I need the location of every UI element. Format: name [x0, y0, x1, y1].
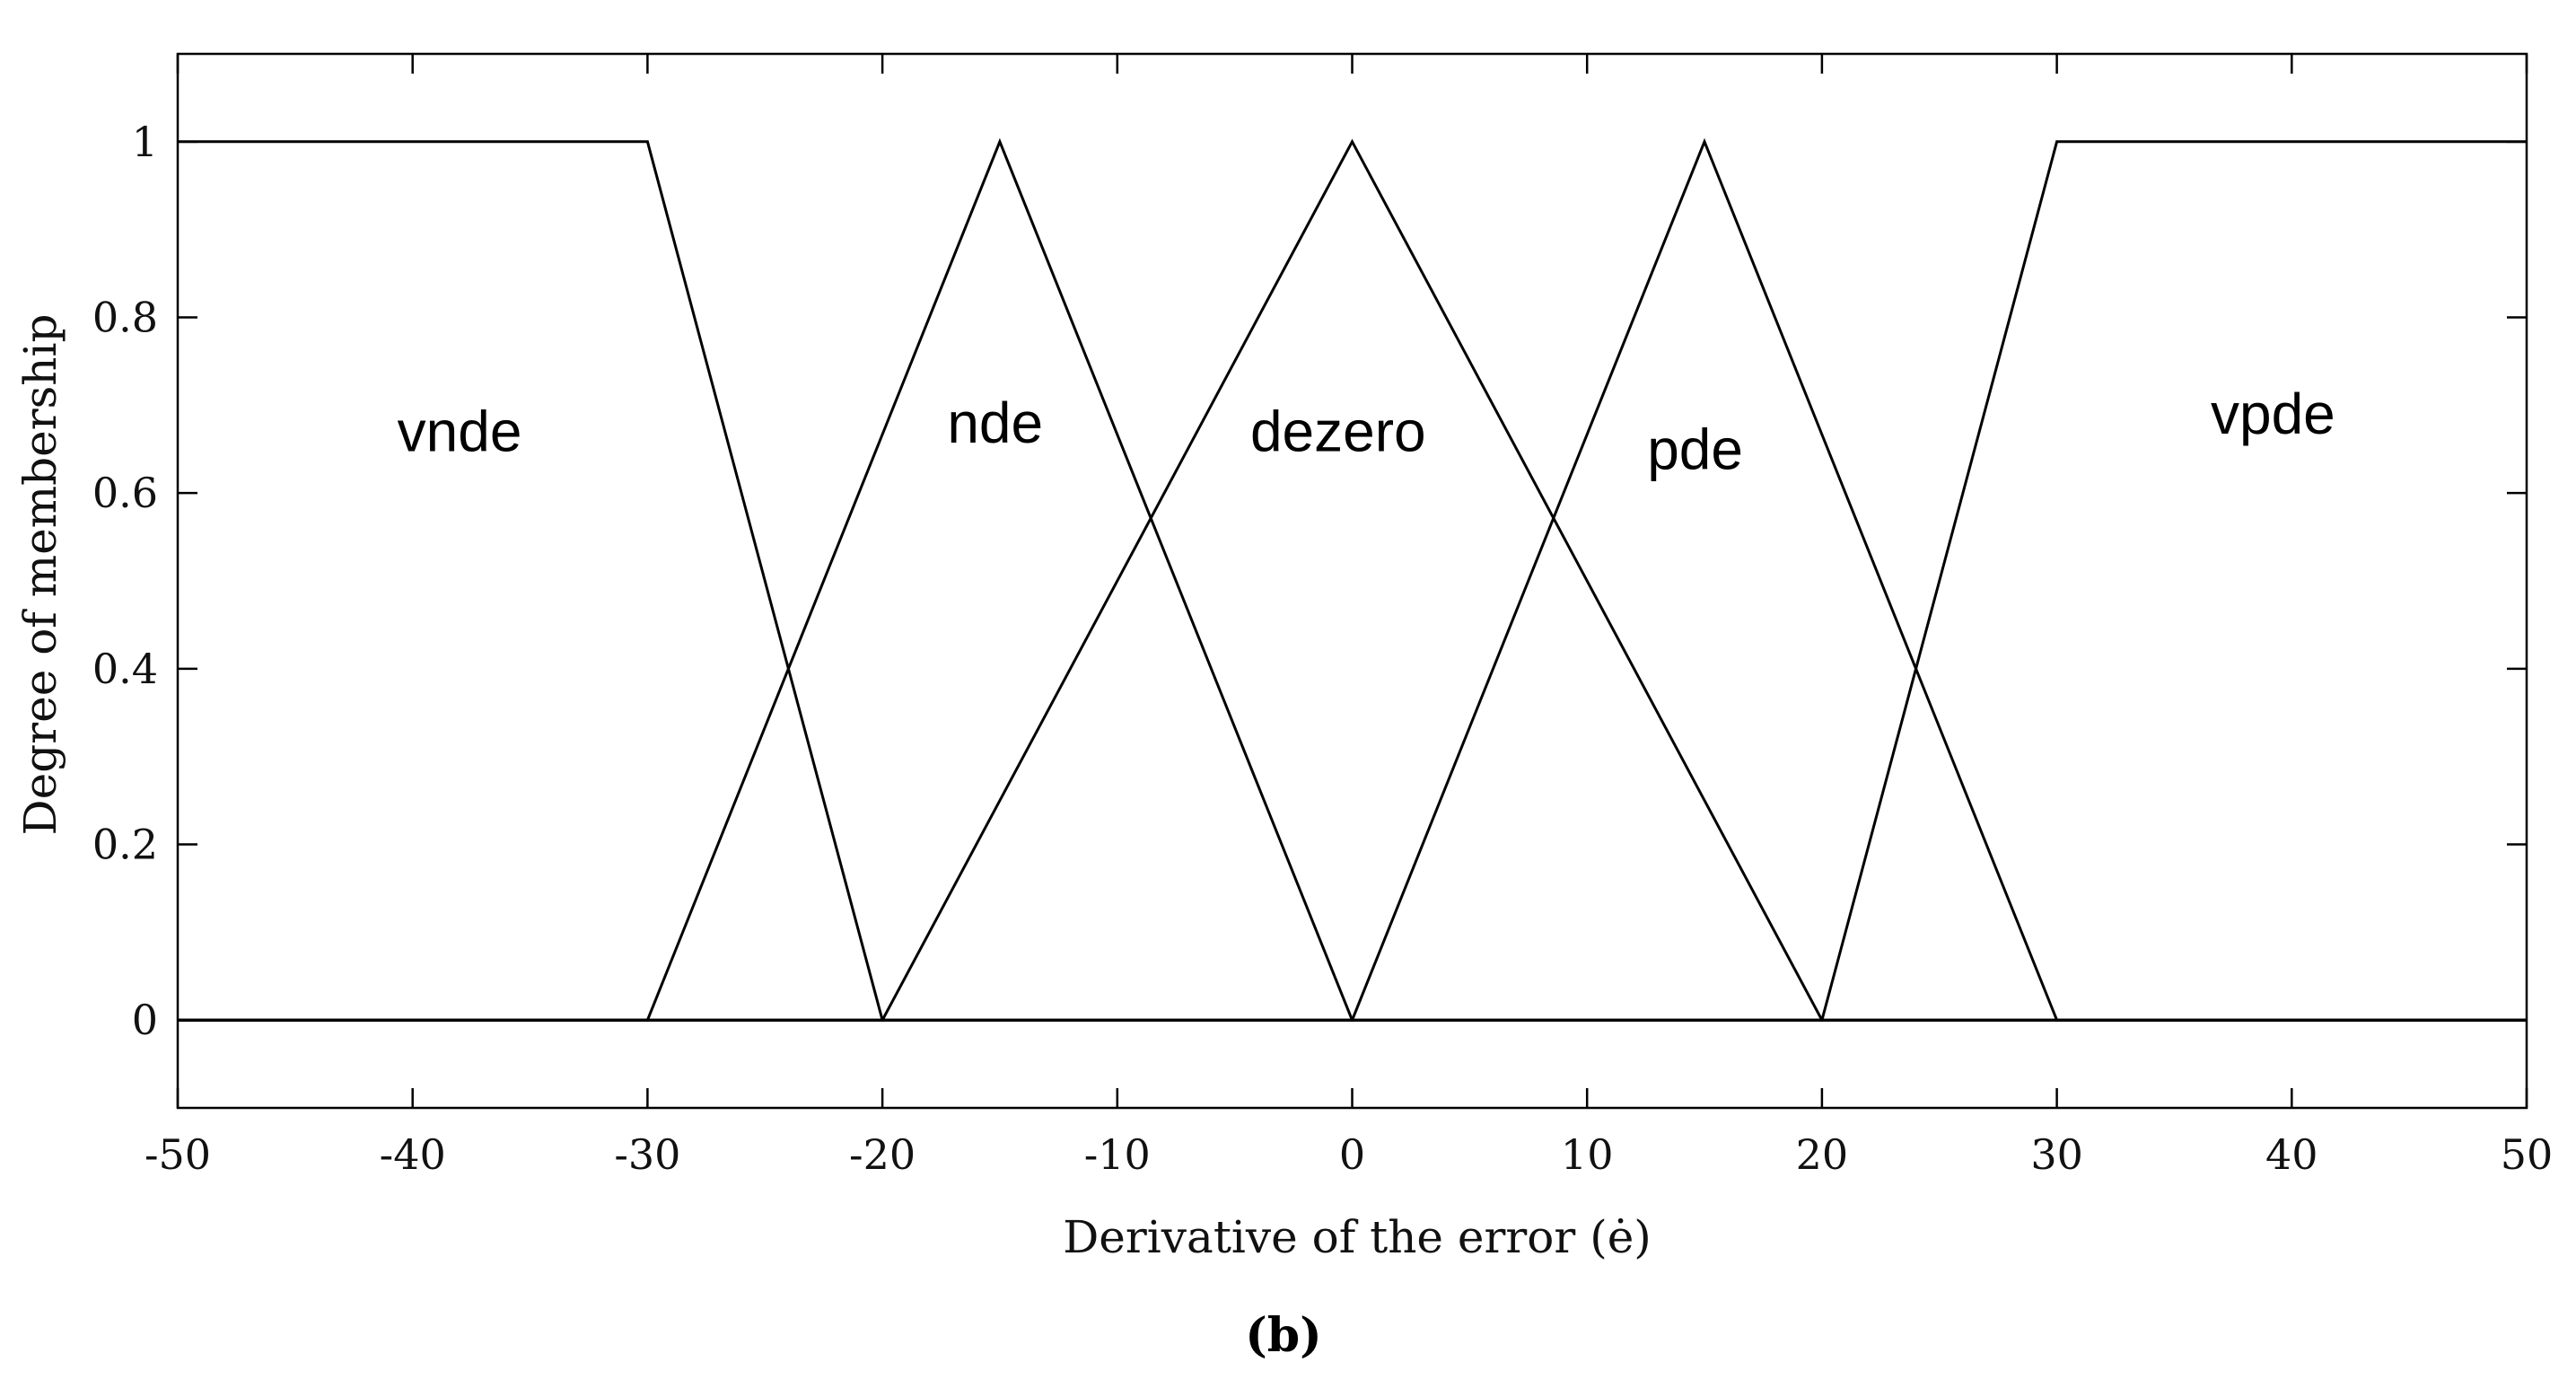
axes-layer: -50 -40 -30 -20 -10 0 10 20 30 40 50 0 0.2 0.4 0.6 0.8 1 — [92, 54, 2553, 1179]
y-tick-label: 0.4 — [92, 645, 158, 693]
x-tick-label: -20 — [849, 1130, 916, 1179]
y-axis-title: Degree of membership — [14, 314, 66, 836]
x-tick-label: -30 — [614, 1130, 680, 1179]
annotation-layer: vnde nde dezero pde vpde — [398, 382, 2335, 481]
x-tick-label: -50 — [145, 1130, 211, 1179]
y-tick-label: 0.8 — [92, 294, 158, 342]
y-tick-label: 0.2 — [92, 821, 158, 869]
series-line-vpde — [178, 140, 2527, 1022]
x-tick-label: 50 — [2501, 1130, 2554, 1179]
mf-label-pde: pde — [1647, 417, 1743, 481]
mf-label-nde: nde — [947, 391, 1043, 455]
series-layer — [178, 137, 2527, 1022]
x-tick-label: 20 — [1796, 1130, 1849, 1179]
series-line-vnde — [178, 140, 2527, 1022]
x-tick-label: 0 — [1339, 1130, 1365, 1179]
panel-label: (b) — [1245, 1308, 1322, 1363]
y-tick-label: 1 — [132, 118, 158, 166]
plot-area — [176, 52, 2528, 1110]
y-tick-label: 0.6 — [92, 469, 158, 517]
x-tick-label: 10 — [1561, 1130, 1614, 1179]
plot-frame — [176, 52, 2528, 1110]
x-axis-title: Derivative of the error (ė) — [1063, 1211, 1652, 1263]
mf-label-vnde: vnde — [398, 400, 522, 464]
mf-label-dezero: dezero — [1250, 400, 1426, 464]
x-tick-label: 40 — [2265, 1130, 2318, 1179]
mf-label-vpde: vpde — [2211, 382, 2335, 446]
series-line-nde — [178, 137, 2527, 1022]
x-tick-label: 30 — [2030, 1130, 2083, 1179]
series-line-dezero — [178, 138, 2527, 1022]
x-tick-label: -40 — [380, 1130, 446, 1179]
series-line-pde — [178, 137, 2527, 1022]
x-tick-label: -10 — [1084, 1130, 1151, 1179]
y-tick-label: 0 — [132, 996, 158, 1044]
